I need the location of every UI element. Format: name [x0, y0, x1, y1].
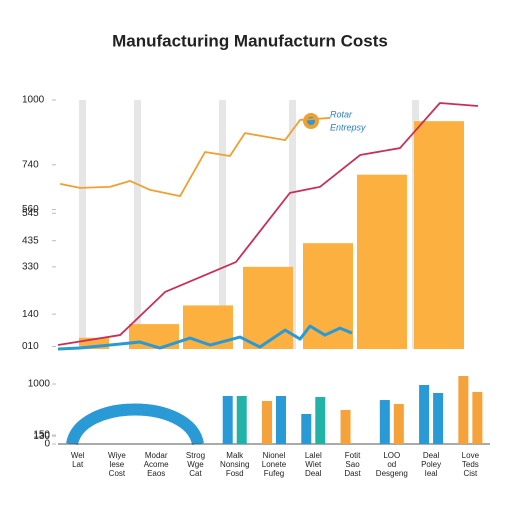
x-tick-line: Fotit: [345, 451, 361, 460]
bar: [414, 121, 464, 349]
x-tick-label: Malk Nonsing Fosd: [220, 451, 249, 478]
y-tick-label: 150: [33, 430, 50, 441]
x-tick-line: Lalel: [305, 451, 322, 460]
x-tick-line: Deal: [305, 469, 322, 478]
y-tick-label: 1000: [28, 379, 51, 390]
x-tick-label: Love Teds Cist: [462, 451, 480, 478]
x-tick-line: Sao: [345, 460, 360, 469]
y-tick-label: 140: [22, 309, 39, 320]
y-tick-label: 1000: [22, 95, 45, 106]
legend-label: Entrepsy: [330, 122, 366, 132]
bar: [315, 397, 326, 444]
y-tick-label: 560: [22, 204, 39, 215]
x-tick-line: Dast: [344, 469, 361, 478]
y-tick-label: 740: [22, 159, 39, 170]
y-tick-label: 330: [22, 261, 39, 272]
x-tick-label: Wiye lese Cost: [108, 451, 126, 478]
x-tick-line: Poley: [421, 460, 441, 469]
x-tick-line: Wiet: [305, 460, 322, 469]
line: [59, 117, 331, 198]
x-tick-line: Nionel: [263, 451, 286, 460]
legend-icon: [303, 113, 319, 129]
bar: [419, 385, 430, 444]
x-tick-line: LOO: [383, 451, 400, 460]
bar: [79, 337, 109, 349]
y-tick-label: 130: [33, 431, 50, 442]
x-tick-label: Deal Poley Ieal: [421, 451, 441, 478]
bar: [472, 391, 483, 444]
x-tick-label: Strog Wge Cat: [186, 451, 205, 478]
x-tick-line: Acome: [144, 460, 169, 469]
bar: [379, 400, 390, 444]
x-tick-line: Love: [462, 451, 480, 460]
x-tick-line: Fosd: [226, 469, 244, 478]
x-tick-label: Fotit Sao Dast: [344, 451, 361, 478]
y-tick-label: 435: [22, 235, 39, 246]
x-tick-line: Malk: [226, 451, 244, 460]
x-tick-line: Cist: [463, 469, 478, 478]
x-tick-line: lese: [110, 460, 125, 469]
bar: [340, 409, 351, 444]
legend-label: Rotar: [330, 109, 353, 119]
decor-arc: [66, 403, 204, 446]
y-tick-label: 010: [22, 341, 39, 352]
x-tick-line: Eaos: [147, 469, 165, 478]
x-tick-label: Wel Lat: [71, 451, 85, 469]
bar: [276, 396, 286, 444]
x-tick-line: Nonsing: [220, 460, 249, 469]
x-tick-line: Wge: [187, 460, 204, 469]
x-tick-line: Cat: [189, 469, 202, 478]
x-tick-label: Nionel Lonete Fufeg: [262, 451, 287, 478]
x-tick-label: Lalel Wiet Deal: [305, 451, 322, 478]
x-tick-line: Wiye: [108, 451, 126, 460]
bar: [458, 376, 469, 444]
x-tick-line: od: [387, 460, 396, 469]
x-tick-line: Teds: [462, 460, 479, 469]
bar: [243, 266, 293, 349]
x-tick-line: Lonete: [262, 460, 287, 469]
y-tick-label: 545: [22, 208, 39, 219]
x-tick-line: Fufeg: [264, 469, 284, 478]
line: [57, 324, 353, 351]
bar: [236, 396, 247, 444]
x-tick-label: LOO od Desgeng: [376, 451, 408, 478]
x-tick-line: Wel: [71, 451, 85, 460]
x-tick-line: Desgeng: [376, 469, 408, 478]
chart-title: Manufacturing Manufacturn Costs: [112, 31, 388, 50]
bar: [433, 393, 444, 444]
bar: [357, 174, 407, 349]
x-tick-label: Modar Acome Eaos: [144, 451, 169, 478]
bar: [301, 414, 312, 444]
x-tick-line: Strog: [186, 451, 205, 460]
x-tick-line: Lat: [72, 460, 84, 469]
bar: [393, 403, 404, 444]
line: [57, 102, 479, 346]
x-tick-line: Ieal: [425, 469, 438, 478]
bar: [222, 396, 233, 444]
x-tick-line: Cost: [109, 469, 126, 478]
x-tick-line: Deal: [423, 451, 440, 460]
x-tick-line: Modar: [145, 451, 168, 460]
y-tick-label: 0: [44, 439, 50, 450]
bar: [262, 400, 272, 444]
